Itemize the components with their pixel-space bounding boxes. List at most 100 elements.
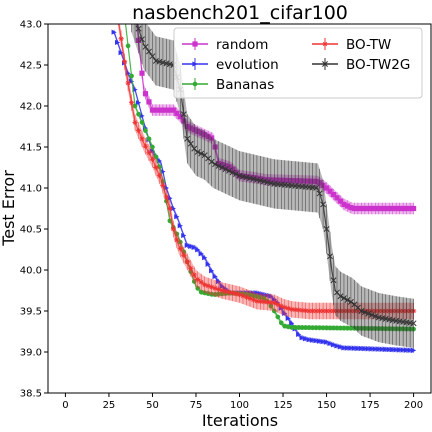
- data-point: [358, 308, 365, 314]
- data-point: [390, 205, 396, 212]
- data-point: [303, 325, 308, 330]
- data-point: [379, 205, 385, 212]
- data-point: [253, 176, 260, 183]
- y-tick-label: 40.0: [20, 266, 42, 277]
- data-point: [324, 325, 329, 331]
- x-tick-label: 175: [361, 400, 380, 411]
- data-point: [212, 285, 218, 291]
- data-point: [327, 253, 333, 260]
- data-point: [219, 287, 225, 294]
- y-tick-label: 39.0: [20, 348, 42, 359]
- data-point: [341, 345, 347, 351]
- series-bo-tw2g-markers: [135, 25, 417, 327]
- data-point: [306, 308, 312, 314]
- data-point: [355, 205, 361, 212]
- y-tick-label: 41.0: [20, 184, 42, 195]
- data-point: [345, 325, 350, 331]
- data-point: [358, 205, 364, 212]
- y-axis-label: Test Error: [0, 170, 18, 247]
- data-point: [177, 223, 183, 229]
- data-point: [226, 289, 232, 295]
- data-point: [264, 179, 271, 186]
- data-point: [316, 190, 323, 197]
- data-point: [365, 346, 371, 352]
- data-point: [118, 36, 124, 42]
- data-point: [369, 205, 375, 212]
- data-point: [156, 107, 163, 113]
- data-point: [330, 308, 337, 314]
- data-point: [149, 156, 156, 162]
- x-tick-label: 100: [230, 400, 249, 411]
- data-point: [407, 205, 413, 212]
- y-tick-label: 39.5: [20, 307, 42, 318]
- data-point: [180, 111, 187, 118]
- data-point: [320, 201, 327, 208]
- data-point: [275, 301, 281, 308]
- data-point: [167, 107, 173, 113]
- legend-label: BO-TW: [346, 37, 391, 53]
- data-point: [317, 325, 322, 331]
- legend-label: Bananas: [216, 77, 274, 93]
- data-point: [320, 325, 326, 331]
- legend: random evolution Bananas BO-TW BO-TW2G: [173, 27, 423, 99]
- data-point: [393, 347, 399, 353]
- data-point: [160, 107, 166, 113]
- data-point: [289, 320, 295, 326]
- legend-marker: [322, 41, 328, 47]
- data-point: [348, 325, 354, 331]
- data-point: [166, 61, 173, 68]
- data-point: [310, 337, 316, 343]
- data-point: [292, 307, 298, 313]
- data-point: [323, 226, 330, 232]
- data-point: [146, 99, 152, 105]
- data-point: [212, 161, 219, 168]
- data-point: [362, 346, 368, 352]
- data-point: [320, 339, 326, 345]
- data-point: [254, 298, 260, 304]
- data-point: [320, 308, 326, 314]
- data-point: [159, 59, 166, 66]
- data-point: [386, 205, 392, 212]
- data-point: [337, 293, 344, 300]
- data-point: [275, 314, 281, 320]
- data-point: [222, 288, 229, 294]
- data-point: [310, 325, 315, 331]
- data-point: [188, 243, 194, 249]
- y-axis: 38.5 39.0 39.5 40.0 40.5 41.0 41.5 42.0 42.5 43.0: [20, 20, 48, 400]
- data-point: [181, 232, 187, 239]
- data-point: [337, 344, 344, 350]
- data-point: [368, 311, 375, 318]
- data-point: [208, 158, 215, 165]
- data-point: [407, 347, 413, 353]
- data-point: [146, 48, 152, 55]
- data-point: [372, 346, 378, 352]
- data-point: [257, 298, 263, 305]
- data-point: [243, 294, 250, 300]
- data-point: [181, 252, 187, 258]
- data-point: [313, 184, 320, 191]
- x-tick-label: 200: [404, 400, 423, 411]
- data-point: [390, 347, 396, 353]
- data-point: [233, 291, 239, 297]
- data-point: [303, 308, 309, 314]
- data-point: [296, 307, 302, 313]
- data-point: [184, 242, 190, 248]
- data-point: [386, 346, 392, 353]
- data-point: [299, 335, 305, 341]
- series-random-error-band: [136, 24, 414, 215]
- data-point: [198, 279, 204, 285]
- data-point: [163, 60, 170, 67]
- data-point: [146, 150, 152, 156]
- x-tick-label: 50: [146, 400, 159, 411]
- data-point: [149, 53, 156, 60]
- chart-title: nasbench201_cifar100: [132, 2, 348, 24]
- data-point: [410, 347, 417, 353]
- data-point: [313, 308, 319, 314]
- data-point: [136, 111, 141, 117]
- data-point: [194, 148, 201, 155]
- data-point: [306, 337, 312, 343]
- data-point: [351, 345, 357, 351]
- data-point: [195, 285, 201, 291]
- data-point: [247, 295, 253, 302]
- data-point: [250, 297, 257, 303]
